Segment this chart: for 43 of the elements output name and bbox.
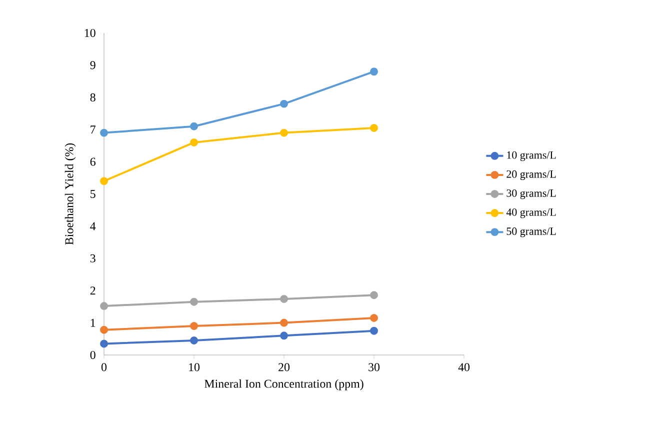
point	[280, 318, 288, 327]
y-tick-label: 4	[90, 222, 96, 230]
legend-label: 40 grams/L	[506, 208, 556, 218]
point	[280, 128, 288, 137]
y-tick-label: 1	[90, 318, 96, 327]
point	[190, 122, 198, 130]
y-tick-label: 0	[90, 350, 96, 360]
y-tick-label: 8	[90, 93, 96, 102]
y-tick-label: 6	[90, 158, 96, 166]
y-tick-label: 10	[84, 28, 96, 38]
y-tick-label: 7	[90, 126, 96, 134]
y-axis-title: Bioethanol Yield (%)	[64, 143, 76, 245]
x-axis-title: Mineral Ion Concentration (ppm)	[204, 379, 364, 390]
point	[100, 326, 108, 334]
point	[370, 124, 378, 132]
point	[100, 340, 108, 348]
point	[190, 298, 198, 306]
point	[190, 138, 198, 146]
point	[370, 68, 378, 76]
x-tick-label: 0	[101, 363, 107, 372]
y-tick-label: 3	[90, 254, 96, 262]
point	[190, 336, 198, 344]
point	[370, 291, 378, 300]
legend-label: 10 grams/L	[507, 151, 556, 162]
point	[370, 326, 378, 335]
point	[280, 294, 288, 303]
point	[190, 322, 198, 330]
point	[280, 332, 288, 340]
y-tick-label: 9	[90, 61, 96, 70]
point	[100, 302, 108, 310]
legend-label: 30 grams/L	[506, 189, 556, 200]
point	[100, 177, 108, 186]
y-tick-label: 5	[90, 190, 96, 198]
legend-label: 20 grams/L	[506, 170, 556, 180]
point	[370, 314, 378, 322]
legend-label: 50 grams/L	[506, 228, 556, 238]
y-tick-label: 2	[90, 286, 96, 295]
point	[280, 100, 288, 108]
x-tick-label: 20	[278, 363, 290, 372]
x-tick-label: 10	[189, 363, 200, 372]
x-tick-label: 40	[458, 363, 470, 372]
point	[100, 128, 108, 137]
x-tick-label: 30	[368, 363, 380, 372]
